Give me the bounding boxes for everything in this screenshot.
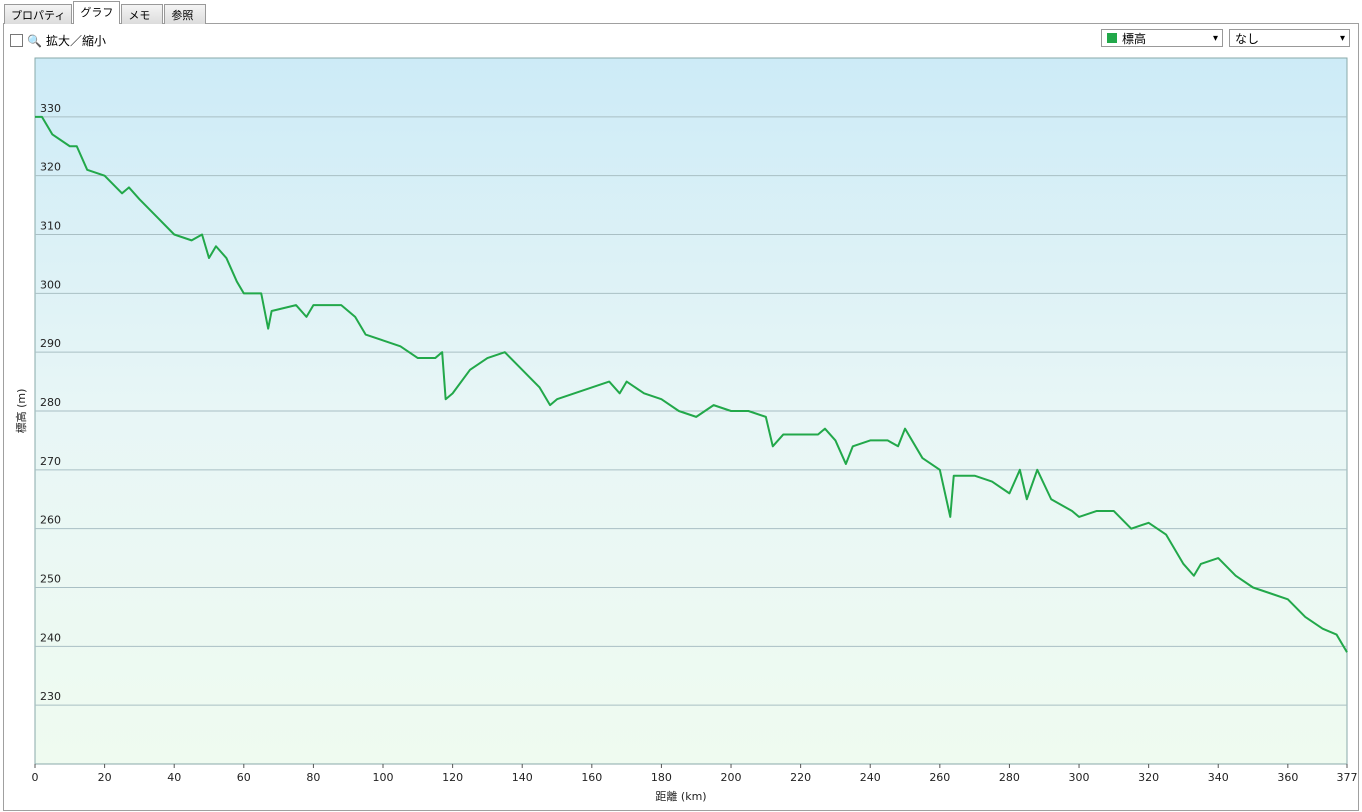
x-tick-label: 220 (790, 771, 811, 784)
x-tick-label: 160 (581, 771, 602, 784)
x-tick-label: 340 (1208, 771, 1229, 784)
series-select-label: 標高 (1122, 31, 1147, 46)
y-tick-label: 320 (40, 161, 61, 174)
x-tick-label: 300 (1069, 771, 1090, 784)
tab[interactable]: 参照 (164, 4, 207, 24)
x-tick-label: 0 (32, 771, 39, 784)
y-tick-label: 330 (40, 102, 61, 115)
x-tick-label: 360 (1277, 771, 1298, 784)
tab-bar: プロパティ グラフ メモ 参照 (4, 1, 207, 24)
tab[interactable]: メモ (121, 4, 164, 24)
tab[interactable]: グラフ (73, 1, 121, 24)
zoom-toggle[interactable]: 🔍 拡大／縮小 (10, 32, 106, 49)
x-tick-label: 80 (306, 771, 320, 784)
x-tick-label: 120 (442, 771, 463, 784)
y-tick-label: 270 (40, 455, 61, 468)
x-tick-label: 280 (999, 771, 1020, 784)
panel (3, 23, 1359, 811)
x-tick-label: 200 (721, 771, 742, 784)
x-tick-label: 260 (929, 771, 950, 784)
x-tick-label: 60 (237, 771, 251, 784)
compare-select-label: なし (1235, 31, 1260, 46)
y-tick-label: 280 (40, 396, 61, 409)
x-axis-label: 距離 (km) (655, 789, 706, 803)
x-tick-label: 320 (1138, 771, 1159, 784)
x-tick-label: 180 (651, 771, 672, 784)
checkbox[interactable] (10, 34, 23, 47)
zoom-label: 拡大／縮小 (45, 34, 106, 48)
compare-select[interactable]: なし (1229, 29, 1350, 47)
series-select[interactable]: 標高 (1101, 29, 1223, 47)
zoom-icon: 🔍 (27, 33, 42, 48)
y-tick-label: 290 (40, 337, 61, 350)
x-tick-label: 20 (98, 771, 112, 784)
legend-swatch (1107, 33, 1117, 43)
x-tick-label: 140 (512, 771, 533, 784)
x-tick-label: 40 (167, 771, 181, 784)
elevation-line (35, 115, 1348, 653)
x-tick-label: 377 (1337, 771, 1358, 784)
y-tick-label: 300 (40, 278, 61, 291)
tab[interactable]: プロパティ (4, 4, 73, 24)
y-tick-label: 250 (40, 573, 61, 586)
x-tick-label: 100 (373, 771, 394, 784)
y-tick-label: 260 (40, 514, 61, 527)
y-tick-label: 310 (40, 220, 61, 233)
y-tick-label: 240 (40, 631, 61, 644)
x-tick-label: 240 (860, 771, 881, 784)
y-axis-label: 標高 (m) (14, 389, 28, 434)
y-tick-label: 230 (40, 690, 61, 703)
